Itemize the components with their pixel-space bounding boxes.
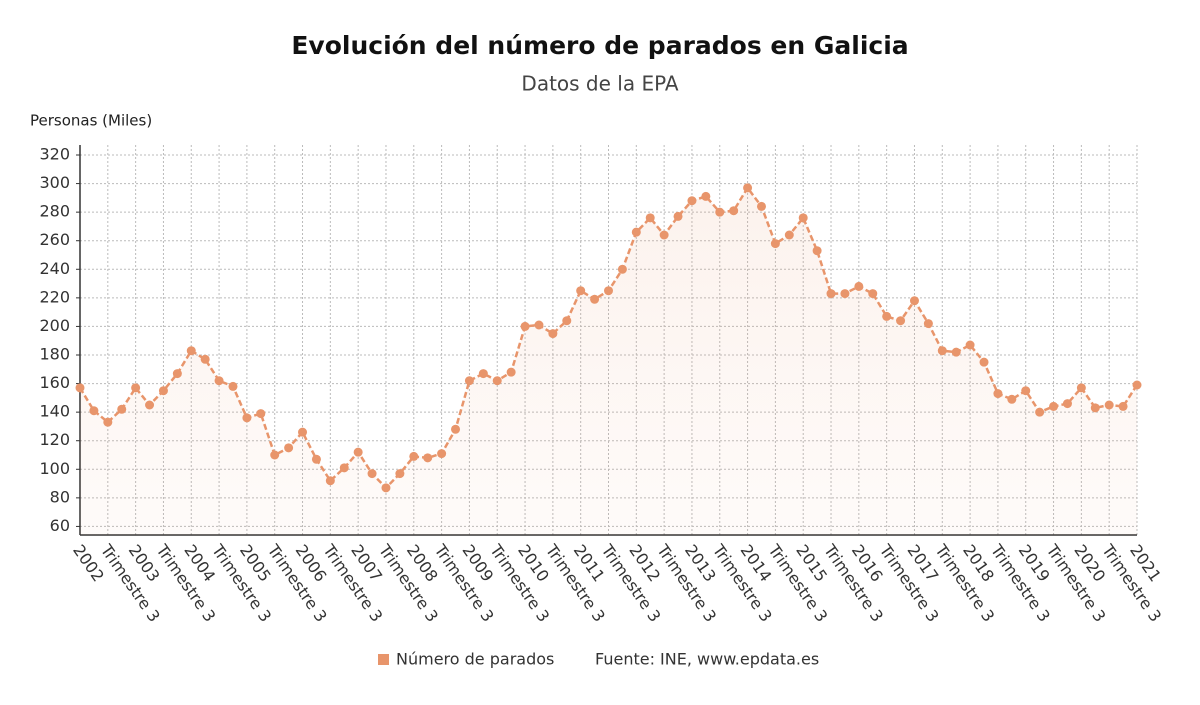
- point: [951, 347, 961, 357]
- point: [242, 413, 252, 423]
- y-axis-label: Personas (Miles): [30, 112, 152, 130]
- point: [395, 469, 405, 479]
- point: [743, 183, 753, 193]
- point: [1132, 380, 1142, 390]
- point: [437, 449, 447, 459]
- chart-subtitle: Datos de la EPA: [521, 72, 678, 96]
- point: [339, 463, 349, 473]
- y-tick-label: 220: [39, 287, 70, 306]
- point: [882, 311, 892, 321]
- point: [840, 289, 850, 299]
- point: [645, 213, 655, 223]
- chart-title: Evolución del número de parados en Galic…: [291, 31, 908, 60]
- point: [909, 296, 919, 306]
- point: [923, 319, 933, 329]
- point: [214, 376, 224, 386]
- point: [298, 427, 308, 437]
- point: [631, 227, 641, 237]
- point: [659, 230, 669, 240]
- y-tick-label: 120: [39, 430, 70, 449]
- point: [896, 316, 906, 326]
- point: [784, 230, 794, 240]
- point: [979, 357, 989, 367]
- point: [1049, 401, 1059, 411]
- point: [854, 281, 864, 291]
- point: [590, 294, 600, 304]
- point: [325, 476, 335, 486]
- point: [103, 417, 113, 427]
- point: [353, 447, 363, 457]
- source: Fuente: INE, www.epdata.es: [595, 650, 819, 669]
- point: [770, 239, 780, 249]
- point: [117, 404, 127, 414]
- point: [1090, 403, 1100, 413]
- y-tick-label: 280: [39, 202, 70, 221]
- point: [423, 453, 433, 463]
- point: [367, 469, 377, 479]
- point: [492, 376, 502, 386]
- y-tick-label: 260: [39, 230, 70, 249]
- y-tick-label: 80: [50, 487, 70, 506]
- area: [80, 187, 1137, 535]
- point: [687, 196, 697, 206]
- point: [256, 409, 266, 419]
- point: [1035, 407, 1045, 417]
- y-tick-label: 160: [39, 373, 70, 392]
- point: [89, 406, 99, 416]
- point: [868, 289, 878, 299]
- point: [228, 381, 238, 391]
- point: [200, 354, 210, 364]
- point: [715, 207, 725, 217]
- legend-label: Número de parados: [396, 650, 554, 669]
- y-tick-label: 300: [39, 173, 70, 192]
- legend-swatch: [378, 654, 389, 665]
- point: [520, 321, 530, 331]
- point: [145, 400, 155, 410]
- y-tick-label: 320: [39, 145, 70, 164]
- point: [451, 424, 461, 434]
- point: [506, 367, 516, 377]
- point: [617, 264, 627, 274]
- point: [75, 383, 85, 393]
- point: [798, 213, 808, 223]
- point: [1062, 399, 1072, 409]
- point: [1021, 386, 1031, 396]
- y-tick-label: 240: [39, 259, 70, 278]
- point: [381, 483, 391, 493]
- point: [548, 329, 558, 339]
- point: [172, 369, 182, 379]
- point: [729, 206, 739, 216]
- y-tick-label: 100: [39, 459, 70, 478]
- point: [534, 320, 544, 330]
- point: [131, 383, 141, 393]
- point: [604, 286, 613, 296]
- point: [270, 450, 280, 460]
- point: [158, 386, 168, 396]
- point: [464, 376, 474, 386]
- point: [1104, 400, 1114, 410]
- point: [478, 369, 488, 379]
- y-tick-label: 140: [39, 402, 70, 421]
- point: [812, 246, 822, 256]
- y-tick-label: 60: [50, 516, 70, 535]
- y-tick-label: 180: [39, 345, 70, 364]
- point: [993, 389, 1003, 399]
- point: [937, 346, 947, 356]
- point: [701, 191, 711, 201]
- point: [1118, 401, 1128, 411]
- point: [311, 454, 321, 464]
- point: [673, 211, 683, 221]
- y-tick-label: 200: [39, 316, 70, 335]
- point: [1076, 383, 1086, 393]
- point: [756, 201, 766, 211]
- point: [562, 316, 572, 326]
- point: [1007, 394, 1017, 404]
- point: [826, 289, 836, 299]
- point: [409, 451, 419, 461]
- point: [186, 346, 196, 356]
- point: [965, 340, 975, 350]
- point: [576, 286, 586, 296]
- point: [284, 443, 294, 453]
